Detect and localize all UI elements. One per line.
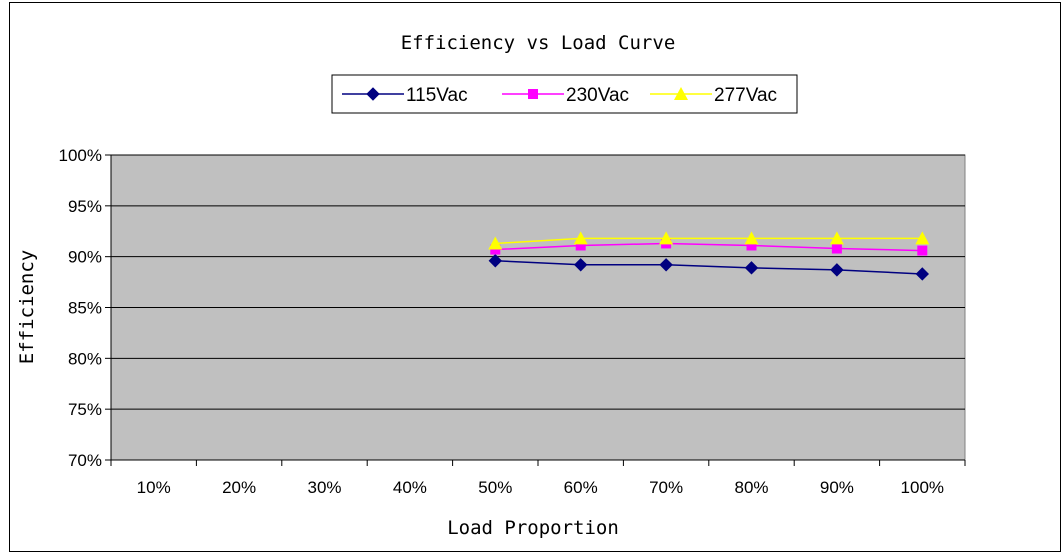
chart-legend: 115Vac 230Vac 277Vac	[331, 74, 798, 114]
x-tick-label: 80%	[734, 478, 768, 497]
series-layer	[488, 231, 930, 281]
data-point	[915, 231, 930, 245]
chart-svg: Efficiency vs Load Curve 115Vac 230Vac 277…	[16, 32, 966, 539]
legend-marker	[528, 89, 538, 99]
plot-area	[110, 154, 966, 461]
data-point	[573, 258, 588, 272]
y-tick-label: 90%	[68, 248, 102, 267]
x-tick-label: 100%	[901, 478, 944, 497]
data-point	[744, 261, 759, 275]
data-point	[573, 231, 588, 245]
data-point	[831, 243, 842, 254]
data-point	[829, 231, 844, 245]
data-point	[915, 267, 930, 281]
legend-box	[331, 74, 798, 114]
series-277Vac	[488, 231, 930, 250]
legend-marker	[366, 87, 380, 101]
x-tick-label: 30%	[307, 478, 341, 497]
y-tick-label: 100%	[59, 146, 102, 165]
y-tick-label: 75%	[68, 400, 102, 419]
y-tick-label: 80%	[68, 349, 102, 368]
x-tick-label: 90%	[820, 478, 854, 497]
chart-title: Efficiency vs Load Curve	[401, 32, 676, 54]
y-axis-label: Efficiency	[16, 250, 38, 364]
data-point	[659, 258, 673, 272]
data-point	[488, 236, 503, 250]
data-point	[490, 244, 501, 255]
y-tick-label: 70%	[68, 451, 102, 470]
y-tick-label: 95%	[68, 197, 102, 216]
series-line	[495, 237, 923, 245]
series-line	[495, 242, 923, 252]
series-line	[495, 259, 923, 275]
x-tick-label: 50%	[478, 478, 512, 497]
y-tick-label: 85%	[68, 299, 102, 318]
data-point	[744, 231, 759, 245]
data-point	[917, 245, 928, 256]
data-point	[830, 263, 844, 277]
x-tick-label: 10%	[137, 478, 171, 497]
x-tick-label: 70%	[649, 478, 683, 497]
chart-frame: Efficiency vs Load Curve 115Vac 230Vac 277…	[9, 2, 1061, 552]
data-point	[575, 240, 586, 251]
data-point	[659, 231, 674, 245]
data-point	[746, 240, 757, 251]
x-tick-label: 40%	[393, 478, 427, 497]
x-tick-label: 60%	[564, 478, 598, 497]
x-axis-label: Load Proportion	[447, 517, 619, 539]
x-tick-label: 20%	[222, 478, 256, 497]
legend-label: 277Vac	[714, 85, 777, 106]
legend-marker	[674, 87, 688, 100]
data-point	[488, 254, 503, 268]
legend-label: 115Vac	[406, 85, 468, 106]
axes: 70% 75% 80% 85% 90% 95% 100% 10% 20% 30% 40% 50% 60%…	[59, 146, 966, 497]
series-115Vac	[488, 254, 930, 281]
legend-label: 230Vac	[566, 85, 629, 106]
